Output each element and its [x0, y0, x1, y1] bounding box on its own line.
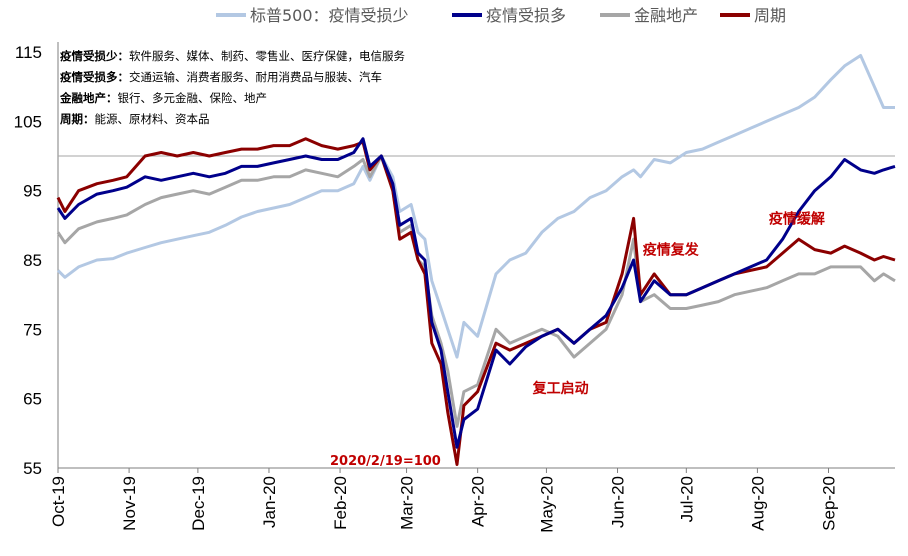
- y-axis-ticks: 55 65 75 85 95 105 115: [14, 43, 42, 478]
- x-tick-label-0: Oct-19: [49, 476, 68, 527]
- note-label-0: 疫情受损少: [60, 49, 118, 63]
- note-label-2: 金融地产: [59, 91, 106, 105]
- series-group: [56, 54, 896, 466]
- baseline-label: 2020/2/19=100: [330, 454, 441, 469]
- series-line-high-damage: [56, 137, 896, 449]
- legend-label-2: 金融地产: [634, 6, 698, 25]
- x-tick-label-7: May-20: [537, 476, 556, 533]
- note-text-0: 软件服务、媒体、制药、零售业、医疗保健，电信服务: [129, 49, 405, 63]
- legend-label-3: 周期: [754, 6, 786, 25]
- note-text-3: 能源、原材料、资本品: [95, 112, 210, 126]
- x-axis-ticks: Oct-19 Nov-19 Dec-19 Jan-20 Feb-20 Mar-20 Apr-…: [49, 468, 838, 533]
- y-tick-label-3: 85: [23, 251, 42, 270]
- note-line-3: 周期：能源、原材料、资本品: [60, 112, 210, 126]
- note-line-0: 疫情受损少：软件服务、媒体、制药、零售业、医疗保健，电信服务: [60, 49, 405, 63]
- note-colon-0: ：: [118, 49, 130, 63]
- x-tick-label-4: Feb-20: [331, 476, 350, 530]
- note-text-2: 银行、多元金融、保险、地产: [118, 91, 268, 105]
- legend-item-3: 周期: [720, 6, 786, 25]
- annotation-easing: 疫情缓解: [769, 210, 825, 227]
- series-line-finance-real-estate: [56, 154, 896, 428]
- y-tick-label-1: 65: [23, 390, 42, 409]
- y-tick-label-2: 75: [23, 320, 42, 339]
- note-label-3: 周期: [60, 112, 83, 126]
- note-colon-2: ：: [106, 91, 118, 105]
- x-tick-label-8: Jun-20: [609, 476, 628, 528]
- x-tick-label-11: Sep-20: [819, 476, 838, 531]
- x-tick-label-6: Apr-20: [469, 476, 488, 527]
- y-tick-label-5: 105: [14, 112, 42, 131]
- x-tick-label-9: Jul-20: [677, 476, 696, 522]
- y-tick-label-4: 95: [23, 182, 42, 201]
- legend: 标普500：疫情受损少 疫情受损多 金融地产 周期: [216, 6, 786, 25]
- legend-label-1: 疫情受损多: [486, 6, 566, 25]
- x-tick-label-1: Nov-19: [120, 476, 139, 531]
- note-line-2: 金融地产：银行、多元金融、保险、地产: [59, 91, 267, 105]
- x-tick-label-5: Mar-20: [398, 476, 417, 530]
- annotation-resumption: 复工启动: [532, 380, 589, 397]
- legend-item-0: 标普500：疫情受损少: [216, 6, 409, 25]
- y-tick-label-6: 115: [15, 43, 42, 62]
- note-colon-3: ：: [83, 112, 95, 126]
- x-tick-label-10: Aug-20: [748, 476, 767, 531]
- note-line-1: 疫情受损多：交通运输、消费者服务、耐用消费品与服装、汽车: [60, 70, 382, 84]
- x-tick-label-2: Dec-19: [189, 476, 208, 531]
- series-line-low-damage: [56, 54, 895, 359]
- legend-item-2: 金融地产: [600, 6, 698, 25]
- series-line-cyclical: [56, 137, 896, 466]
- legend-item-1: 疫情受损多: [452, 6, 566, 25]
- note-colon-1: ：: [118, 70, 130, 84]
- note-text-1: 交通运输、消费者服务、耐用消费品与服装、汽车: [129, 70, 382, 84]
- note-label-1: 疫情受损多: [60, 70, 118, 84]
- legend-label-0: 标普500：疫情受损少: [250, 6, 409, 25]
- sector-notes: 疫情受损少：软件服务、媒体、制药、零售业、医疗保健，电信服务 疫情受损多：交通运…: [59, 49, 405, 126]
- y-tick-label-0: 55: [23, 459, 42, 478]
- x-tick-label-3: Jan-20: [260, 476, 279, 528]
- annotation-resurgence: 疫情复发: [643, 241, 700, 258]
